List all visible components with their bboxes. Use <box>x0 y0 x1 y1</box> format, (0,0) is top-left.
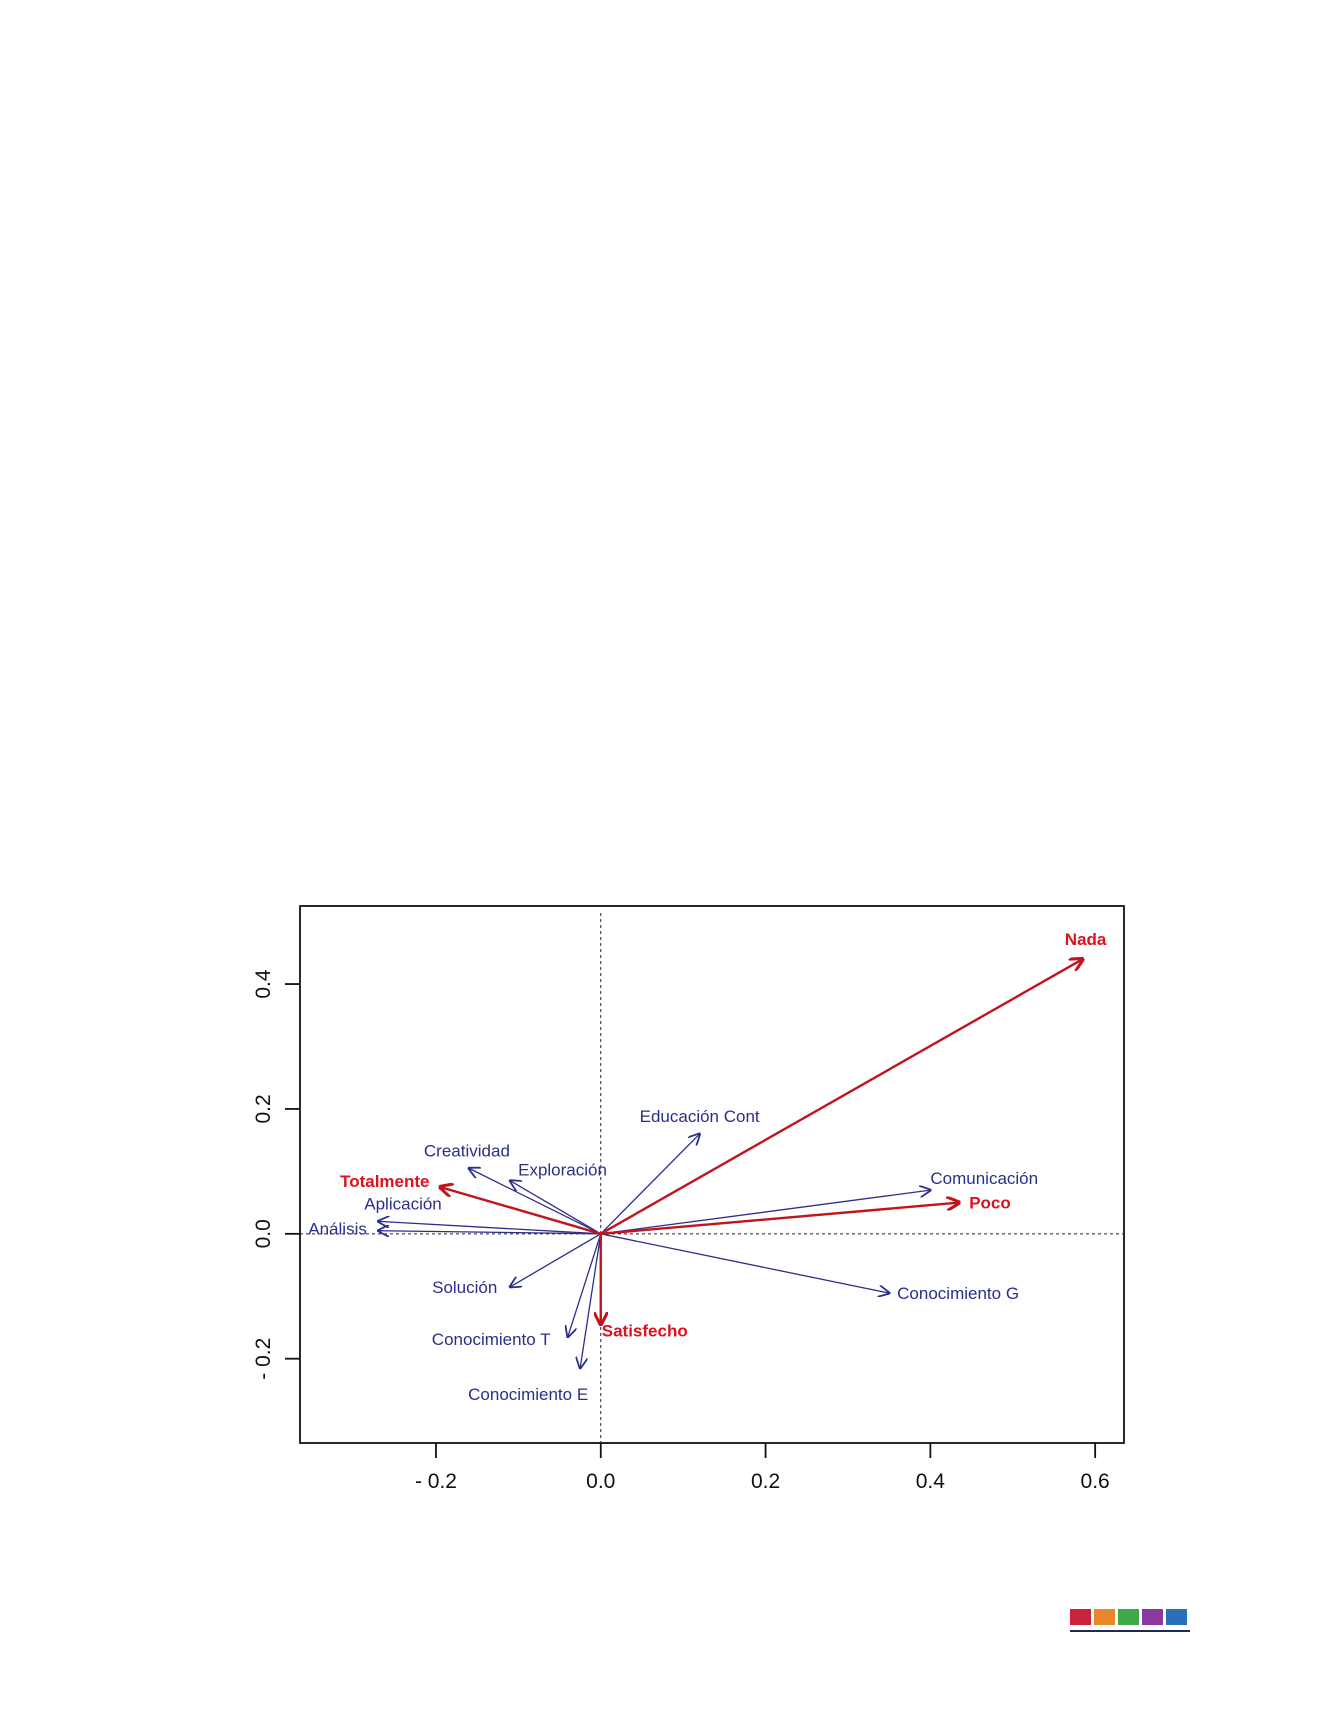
x-tick-label: - 0.2 <box>415 1470 457 1493</box>
variable-arrow-creatividad <box>469 1168 602 1235</box>
plot-frame <box>299 905 1125 1444</box>
variable-label-creatividad: Creatividad <box>424 1141 510 1160</box>
category-arrow-nada <box>600 959 1083 1235</box>
variable-label-comunicacion: Comunicación <box>930 1169 1038 1188</box>
y-tick-label: 0.2 <box>252 1094 275 1123</box>
x-tick-label: 0.0 <box>586 1470 615 1493</box>
footer-color-bar <box>1070 1609 1190 1635</box>
y-tick-label: 0.0 <box>252 1219 275 1248</box>
category-arrow-totalmente <box>440 1187 602 1235</box>
y-tick-label: - 0.2 <box>252 1338 275 1380</box>
variable-arrow-conocimiento-e <box>580 1233 602 1368</box>
variable-arrow-conocimiento-t <box>568 1233 602 1337</box>
variable-label-analisis: Análisis <box>308 1220 367 1239</box>
category-label-nada: Nada <box>1065 930 1107 949</box>
category-label-poco: Poco <box>969 1194 1011 1213</box>
variable-label-exploracion: Exploración <box>518 1161 607 1180</box>
variable-label-conocimiento-e: Conocimiento E <box>468 1385 588 1404</box>
variable-arrow-conocimiento-g <box>600 1233 889 1293</box>
footer-swatch-purple <box>1142 1609 1163 1625</box>
category-arrow-poco <box>600 1203 959 1236</box>
variable-arrow-educacion-cont <box>600 1134 700 1235</box>
variable-arrow-analisis <box>378 1231 601 1234</box>
x-tick-label: 0.4 <box>916 1470 946 1493</box>
variable-label-educacion-cont: Educación Cont <box>640 1107 760 1126</box>
category-label-totalmente: Totalmente <box>340 1172 429 1191</box>
variable-label-solucion: Solución <box>432 1278 497 1297</box>
footer-swatch-green <box>1118 1609 1139 1625</box>
footer-swatch-blue <box>1166 1609 1187 1625</box>
x-tick-label: 0.6 <box>1081 1470 1110 1493</box>
category-label-satisfecho: Satisfecho <box>602 1321 688 1340</box>
variable-arrow-solucion <box>510 1233 602 1287</box>
x-tick-label: 0.2 <box>751 1470 780 1493</box>
y-tick-label: 0.4 <box>252 969 275 999</box>
footer-swatch-orange <box>1094 1609 1115 1625</box>
variable-arrow-aplicacion <box>378 1221 601 1235</box>
variable-label-aplicacion: Aplicación <box>364 1194 442 1213</box>
variable-arrow-exploracion <box>510 1181 602 1235</box>
variable-arrow-comunicacion <box>600 1190 931 1235</box>
footer-swatch-red <box>1070 1609 1091 1625</box>
footer-rule <box>1070 1630 1190 1632</box>
variable-label-conocimiento-t: Conocimiento T <box>432 1330 551 1349</box>
variable-label-conocimiento-g: Conocimiento G <box>897 1284 1019 1303</box>
